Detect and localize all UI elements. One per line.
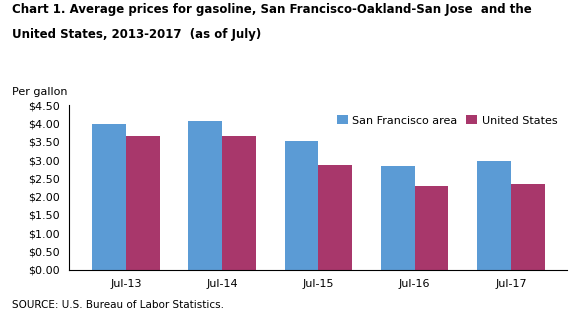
Text: Chart 1. Average prices for gasoline, San Francisco-Oakland-San Jose  and the: Chart 1. Average prices for gasoline, Sa… bbox=[12, 3, 532, 16]
Text: United States, 2013-2017  (as of July): United States, 2013-2017 (as of July) bbox=[12, 28, 261, 41]
Bar bbox=[477, 161, 511, 270]
Bar bbox=[318, 165, 352, 270]
Legend: San Francisco area, United States: San Francisco area, United States bbox=[332, 111, 562, 130]
Bar bbox=[126, 136, 160, 270]
Bar bbox=[381, 166, 415, 270]
Bar bbox=[415, 186, 449, 270]
Text: SOURCE: U.S. Bureau of Labor Statistics.: SOURCE: U.S. Bureau of Labor Statistics. bbox=[12, 300, 223, 310]
Bar bbox=[222, 136, 256, 270]
Bar bbox=[511, 184, 545, 270]
Bar bbox=[92, 124, 126, 270]
Bar bbox=[188, 121, 222, 270]
Bar bbox=[285, 141, 318, 270]
Text: Per gallon: Per gallon bbox=[12, 87, 67, 97]
